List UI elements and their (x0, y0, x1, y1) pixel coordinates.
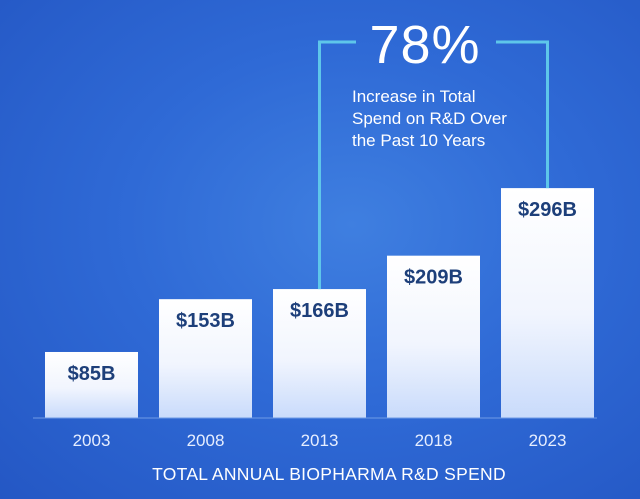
x-axis-ticks: 2003 2008 2013 2018 2023 (73, 431, 567, 450)
bar-value-label-2018: $209B (404, 267, 463, 289)
annotation-bracket (318, 40, 549, 290)
bar-2013 (273, 289, 366, 418)
x-tick-2003: 2003 (73, 431, 111, 450)
bars: $85B $153B $166B $209B $296B (45, 188, 594, 418)
bar-2003 (45, 351, 138, 418)
bar-value-label-2023: $296B (518, 199, 577, 221)
bar-value-label-2008: $153B (176, 310, 235, 332)
x-tick-2023: 2023 (529, 431, 567, 450)
chart-title: TOTAL ANNUAL BIOPHARMA R&D SPEND (152, 464, 506, 484)
annotation-percent: 78% (369, 15, 480, 75)
bar-value-label-2013: $166B (290, 300, 349, 322)
bar-2018 (387, 255, 480, 418)
x-tick-2018: 2018 (415, 431, 453, 450)
x-tick-2008: 2008 (187, 431, 225, 450)
bar-2023 (501, 188, 594, 418)
annotation-line-3: the Past 10 Years (352, 131, 485, 150)
bar-value-label-2003: $85B (68, 363, 116, 385)
x-tick-2013: 2013 (301, 431, 339, 450)
annotation-line-1: Increase in Total (352, 87, 475, 106)
bar-2008 (159, 299, 252, 418)
annotation-line-2: Spend on R&D Over (352, 109, 507, 128)
